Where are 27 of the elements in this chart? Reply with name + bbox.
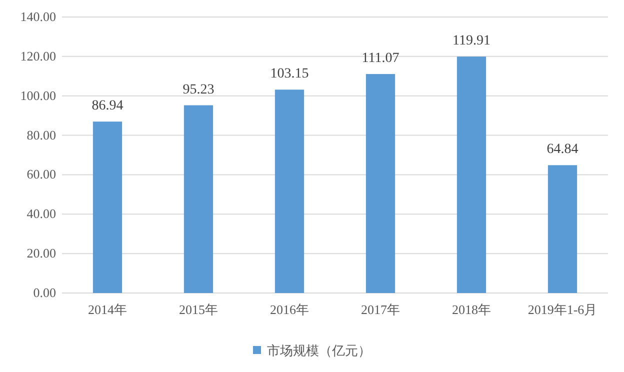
y-tick-label: 60.00: [26, 166, 56, 182]
data-label: 119.91: [452, 34, 490, 49]
y-tick-label: 140.00: [20, 9, 56, 24]
y-tick-label: 120.00: [20, 48, 56, 64]
x-tick-label: 2019年1-6月: [528, 302, 598, 317]
x-tick-label: 2015年: [179, 302, 218, 317]
data-label: 86.94: [92, 98, 124, 114]
bar: [456, 56, 486, 293]
x-tick-label: 2018年: [452, 302, 491, 317]
y-tick-label: 0.00: [33, 285, 56, 300]
bar: [366, 74, 396, 293]
legend-label: 市场规模（亿元）: [267, 343, 371, 358]
y-tick-label: 80.00: [26, 127, 56, 142]
x-tick-label: 2017年: [361, 302, 400, 317]
x-tick-label: 2016年: [270, 302, 309, 317]
y-tick-label: 100.00: [20, 88, 56, 103]
data-label: 95.23: [182, 82, 214, 98]
bar: [548, 165, 578, 293]
x-tick-label: 2014年: [88, 302, 127, 317]
y-tick-label: 20.00: [26, 246, 56, 261]
data-label: 103.15: [270, 66, 309, 82]
data-label: 64.84: [546, 142, 578, 158]
bar: [184, 105, 214, 293]
bar: [92, 122, 122, 293]
data-label: 111.07: [362, 51, 400, 66]
bar: [274, 90, 304, 293]
y-tick-label: 40.00: [26, 206, 56, 222]
